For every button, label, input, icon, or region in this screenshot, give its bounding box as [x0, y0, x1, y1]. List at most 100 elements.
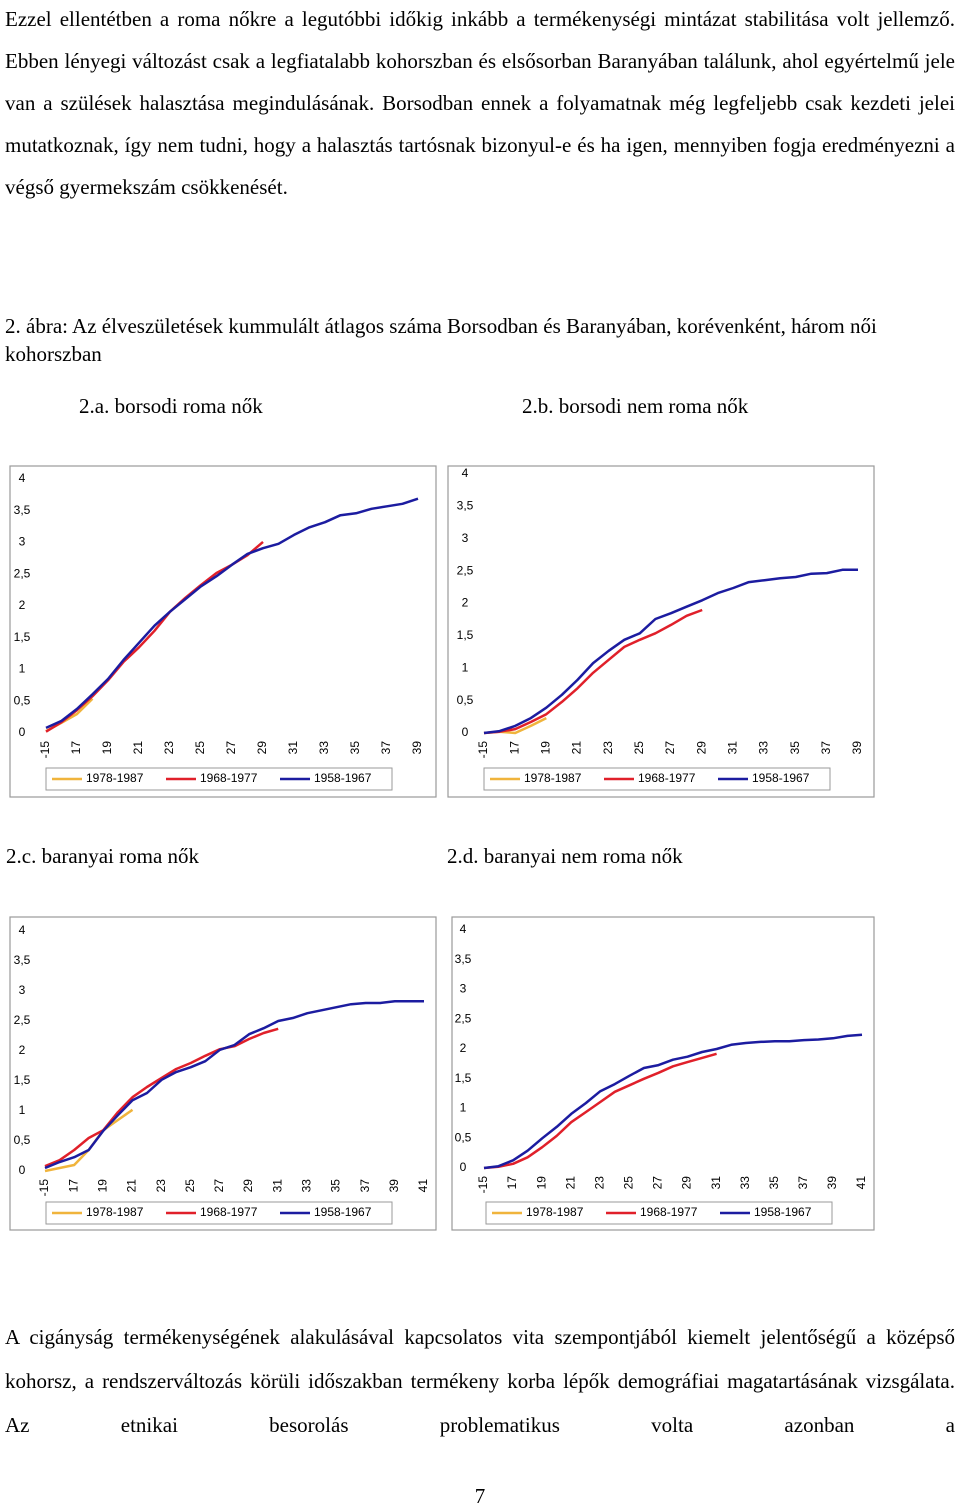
x-tick-label: 37	[379, 741, 393, 755]
x-tick-label: 25	[622, 1176, 636, 1190]
data-line	[483, 568, 858, 735]
x-tick-label: 19	[539, 741, 553, 755]
y-tick-label: 2	[462, 596, 469, 610]
x-tick-label: 17	[69, 741, 83, 755]
x-tick-label: 21	[563, 1176, 577, 1190]
x-tick-label: 35	[767, 1176, 781, 1190]
y-tick-label: 0,5	[14, 693, 31, 707]
x-tick-label: 25	[632, 741, 646, 755]
page-number: 7	[474, 1484, 486, 1508]
x-tick-label: 29	[255, 741, 269, 755]
y-tick-label: 0	[462, 725, 469, 739]
x-tick-label: 29	[680, 1176, 694, 1190]
chart-title: 2.b. borsodi nem roma nők	[522, 394, 749, 418]
x-tick-label: 39	[387, 1179, 401, 1193]
x-tick-label: 31	[286, 741, 300, 755]
x-tick-label: 41	[416, 1179, 430, 1193]
y-tick-label: 1	[460, 1101, 467, 1115]
x-tick-label: 23	[154, 1179, 168, 1193]
y-tick-label: 1	[462, 660, 469, 674]
x-tick-label: 19	[95, 1179, 109, 1193]
x-tick-label: 39	[850, 741, 864, 755]
x-tick-label: 21	[570, 741, 584, 755]
x-tick-label: 25	[183, 1179, 197, 1193]
y-tick-label: 0	[19, 1163, 26, 1177]
y-tick-label: 2,5	[455, 1011, 472, 1025]
legend-frame	[483, 767, 831, 791]
y-tick-label: 3,5	[14, 953, 31, 967]
x-tick-label: 33	[738, 1176, 752, 1190]
x-tick-label: 25	[193, 741, 207, 755]
x-tick-label: 35	[329, 1179, 343, 1193]
y-tick-label: 0,5	[457, 693, 474, 707]
x-tick-label: 23	[601, 741, 615, 755]
y-tick-label: 1,5	[457, 628, 474, 642]
legend-label: 1958-1967	[754, 1205, 812, 1219]
x-tick-label: 21	[131, 741, 145, 755]
y-tick-label: 4	[19, 923, 26, 937]
x-tick-label: 31	[270, 1179, 284, 1193]
x-tick-label: 23	[162, 741, 176, 755]
x-tick-label: 27	[212, 1179, 226, 1193]
x-tick-label: 37	[358, 1179, 372, 1193]
chart-title: 2.d. baranyai nem roma nők	[447, 844, 683, 868]
x-tick-label: 19	[534, 1176, 548, 1190]
y-tick-label: 4	[462, 466, 469, 480]
figure-caption: 2. ábra: Az élveszületések kummulált átl…	[5, 314, 877, 366]
legend-frame	[45, 1201, 393, 1225]
legend-label: 1968-1977	[200, 771, 258, 785]
legend-label: 1978-1987	[86, 1205, 144, 1219]
y-tick-label: 1,5	[14, 1073, 31, 1087]
y-tick-label: 0,5	[14, 1133, 31, 1147]
legend-label: 1958-1967	[752, 771, 810, 785]
x-tick-label: 33	[300, 1179, 314, 1193]
y-tick-label: 4	[460, 922, 467, 936]
legend-label: 1978-1987	[526, 1205, 584, 1219]
x-tick-label: -15	[37, 1179, 51, 1197]
y-tick-label: 3,5	[457, 499, 474, 513]
data-line	[483, 1033, 863, 1170]
legend-label: 1968-1977	[200, 1205, 258, 1219]
chart-frame	[9, 916, 437, 1231]
y-tick-label: 2	[460, 1041, 467, 1055]
x-tick-label: -15	[38, 741, 52, 759]
x-tick-label: 19	[100, 741, 114, 755]
paragraph: A cigányság termékenységének alakulásáva…	[5, 1325, 955, 1437]
y-tick-label: 4	[19, 471, 26, 485]
y-tick-label: 1	[19, 1103, 26, 1117]
y-tick-label: 3	[460, 982, 467, 996]
y-tick-label: 2,5	[14, 566, 31, 580]
x-tick-label: 17	[505, 1176, 519, 1190]
x-tick-label: 31	[726, 741, 740, 755]
legend-label: 1968-1977	[640, 1205, 698, 1219]
legend-label: 1968-1977	[638, 771, 696, 785]
chart-frame	[9, 465, 437, 798]
legend-label: 1978-1987	[524, 771, 582, 785]
x-tick-label: 35	[788, 741, 802, 755]
x-tick-label: 41	[854, 1176, 868, 1190]
data-line	[44, 1027, 279, 1168]
legend-label: 1958-1967	[314, 1205, 372, 1219]
legend-frame	[45, 767, 393, 791]
y-tick-label: 2,5	[14, 1013, 31, 1027]
legend-label: 1978-1987	[86, 771, 144, 785]
y-tick-label: 1,5	[455, 1071, 472, 1085]
x-tick-label: 33	[757, 741, 771, 755]
y-tick-label: 3	[19, 535, 26, 549]
y-tick-label: 0	[19, 725, 26, 739]
x-tick-label: 29	[241, 1179, 255, 1193]
x-tick-label: 39	[825, 1176, 839, 1190]
data-line	[483, 1052, 717, 1170]
x-tick-label: 39	[410, 741, 424, 755]
x-tick-label: 27	[663, 741, 677, 755]
x-tick-label: 21	[125, 1179, 139, 1193]
x-tick-label: 17	[66, 1179, 80, 1193]
y-tick-label: 0	[460, 1160, 467, 1174]
chart-title: 2.c. baranyai roma nők	[6, 844, 200, 868]
x-tick-label: 29	[694, 741, 708, 755]
x-tick-label: -15	[476, 1176, 490, 1194]
x-tick-label: 35	[348, 741, 362, 755]
x-tick-label: 17	[507, 741, 521, 755]
